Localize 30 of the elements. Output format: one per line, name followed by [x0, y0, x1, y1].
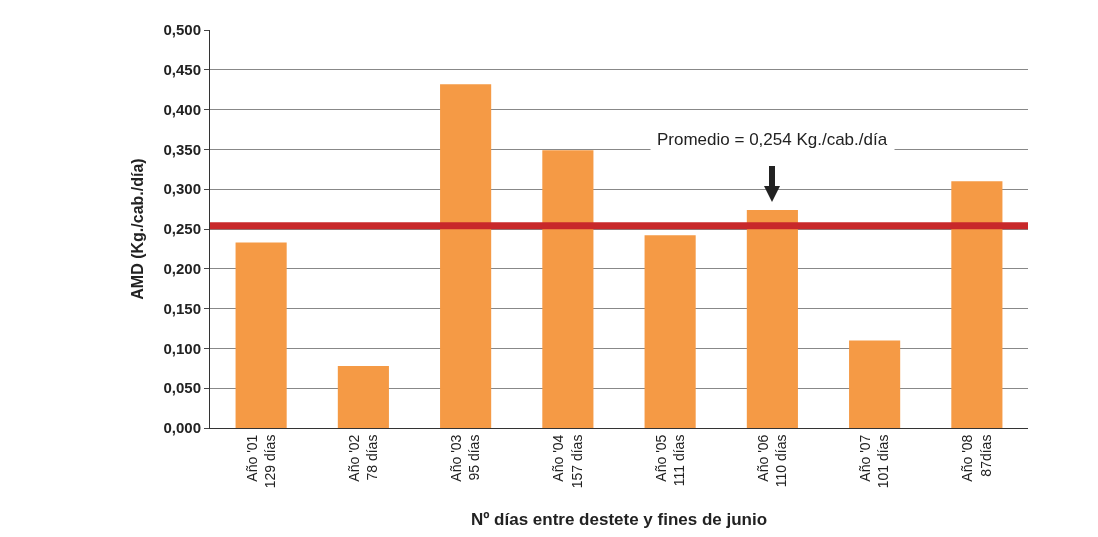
- bar: [644, 235, 696, 428]
- x-tick-label: Año '04 157 días: [550, 434, 585, 489]
- y-tick-label: 0,200: [163, 260, 201, 278]
- y-tick-label: 0,400: [163, 100, 201, 118]
- x-tick-label: Año '02 78 días: [345, 434, 381, 482]
- annotation: Promedio = 0,254 Kg./cab./día: [657, 130, 888, 149]
- y-tick-label: 0,100: [163, 339, 201, 357]
- y-tick-label: 0,450: [163, 61, 201, 79]
- y-tick-label: 0,500: [163, 21, 201, 39]
- x-tick-label: Año '01 129 días: [243, 434, 278, 489]
- y-tick-label: 0,000: [163, 419, 201, 437]
- x-axis-title: Nº días entre destete y fines de junio: [470, 509, 768, 529]
- x-tick-label: Año '05 111 días: [652, 434, 687, 487]
- y-tick-label: 0,350: [163, 140, 201, 158]
- x-tick-label: Año '03 95 días: [448, 434, 483, 482]
- y-axis-title: AMD (Kg./cab./día): [129, 158, 147, 300]
- bar: [746, 209, 798, 428]
- bar: [440, 84, 492, 428]
- y-tick-label: 0,050: [163, 379, 201, 397]
- bar: [337, 365, 389, 428]
- x-tick-label: Año '08 87días: [959, 434, 994, 482]
- y-tick-label: 0,150: [163, 299, 201, 317]
- y-tick-label: 0,300: [163, 180, 201, 198]
- x-tick-label: Año '07 101 días: [857, 434, 892, 489]
- y-tick-label: 0,250: [163, 220, 201, 238]
- x-tick-label: Año '06 110 días: [754, 434, 790, 488]
- bar: [542, 150, 594, 428]
- bar: [235, 242, 287, 428]
- bar: [849, 340, 901, 428]
- bar: [951, 181, 1003, 428]
